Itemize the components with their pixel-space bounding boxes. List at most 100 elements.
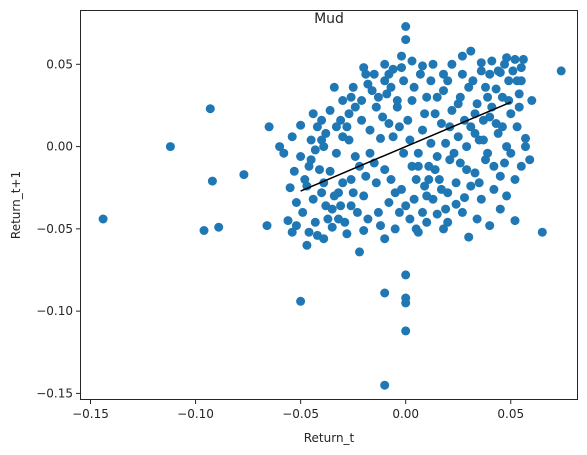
data-point <box>436 184 446 194</box>
data-point <box>518 54 528 64</box>
data-point <box>401 201 411 211</box>
data-point <box>287 227 297 237</box>
data-point <box>434 175 444 184</box>
data-point <box>285 183 295 193</box>
data-point <box>289 166 299 176</box>
data-point <box>413 148 423 158</box>
data-point <box>369 69 379 79</box>
data-point <box>512 76 522 86</box>
data-point <box>405 214 415 224</box>
data-point <box>502 191 512 201</box>
data-point <box>380 288 390 298</box>
data-point <box>510 54 520 64</box>
data-point <box>373 92 383 102</box>
data-point <box>359 191 369 201</box>
data-point <box>287 132 297 142</box>
data-point <box>556 66 566 76</box>
y-axis-label: Return_t+1 <box>9 171 23 239</box>
data-point <box>405 135 415 145</box>
data-point <box>371 102 381 112</box>
data-point <box>510 175 520 184</box>
data-point <box>451 178 461 188</box>
data-point <box>466 181 476 191</box>
data-point <box>348 188 358 198</box>
data-point <box>310 145 320 155</box>
data-point <box>483 92 493 102</box>
data-point <box>340 217 350 227</box>
data-point <box>346 92 356 102</box>
data-point <box>317 115 327 125</box>
data-point <box>500 158 509 168</box>
data-point <box>239 170 249 180</box>
data-point <box>367 86 377 96</box>
data-point <box>399 148 409 158</box>
data-point <box>418 61 427 71</box>
data-point <box>327 222 337 232</box>
data-point <box>460 193 469 203</box>
data-point <box>426 138 436 148</box>
data-point <box>422 92 432 102</box>
data-point <box>407 161 417 171</box>
data-point <box>508 66 518 76</box>
data-point <box>296 152 306 161</box>
data-point <box>472 99 482 109</box>
data-point <box>319 234 329 244</box>
data-point <box>485 69 495 79</box>
data-point <box>384 198 394 207</box>
data-point <box>432 92 442 102</box>
data-point <box>476 58 486 68</box>
data-point <box>468 76 478 86</box>
data-point <box>361 69 371 79</box>
data-point <box>525 155 535 165</box>
data-point <box>394 122 404 132</box>
data-point <box>506 109 516 119</box>
data-point <box>487 56 497 66</box>
data-point <box>199 226 209 235</box>
data-point <box>308 194 318 204</box>
x-axis-ticks: −0.15 −0.10 −0.05 0.00 0.05 <box>72 400 524 421</box>
data-point <box>506 148 516 158</box>
data-point <box>466 46 476 56</box>
data-point <box>443 217 453 227</box>
data-point <box>296 296 306 306</box>
data-point <box>298 207 308 217</box>
data-point <box>394 207 404 217</box>
data-point <box>386 82 396 92</box>
data-point <box>380 380 390 390</box>
data-point <box>384 119 394 128</box>
data-point <box>323 214 333 224</box>
data-point <box>527 96 537 105</box>
data-point <box>439 224 448 234</box>
data-point <box>430 165 440 175</box>
data-point <box>338 178 348 188</box>
data-point <box>443 76 453 86</box>
data-point <box>165 142 175 152</box>
data-point <box>331 122 341 132</box>
data-point <box>424 175 434 184</box>
data-point <box>401 270 411 280</box>
data-point <box>401 326 411 336</box>
data-point <box>401 35 411 45</box>
data-point <box>380 165 390 175</box>
data-point <box>428 194 438 204</box>
data-point <box>376 221 385 231</box>
data-point <box>481 82 490 92</box>
data-point <box>350 152 360 161</box>
data-point <box>264 122 274 132</box>
data-point <box>516 161 526 171</box>
data-point <box>464 232 474 242</box>
data-point <box>514 102 524 112</box>
data-point <box>422 217 432 227</box>
data-point <box>516 63 526 73</box>
data-point <box>483 148 493 158</box>
data-point <box>310 217 320 227</box>
x-tick-label: 0.00 <box>392 407 419 421</box>
data-point <box>346 175 356 184</box>
data-point <box>329 82 339 92</box>
data-point <box>390 224 400 234</box>
data-point <box>380 234 390 244</box>
data-point <box>493 128 503 138</box>
data-point <box>205 104 215 114</box>
data-point <box>462 165 472 175</box>
points-layer <box>98 22 566 390</box>
